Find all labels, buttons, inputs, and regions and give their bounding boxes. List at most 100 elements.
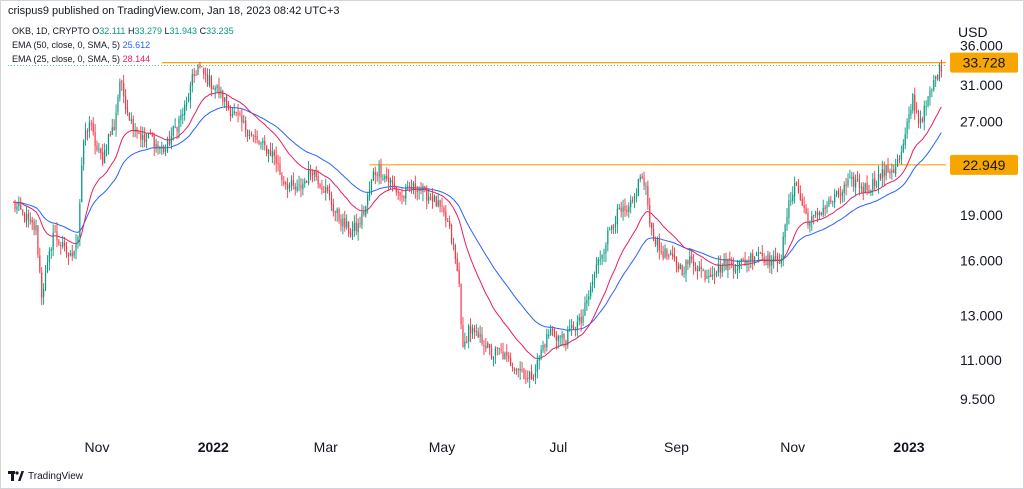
candle-body (22, 209, 24, 213)
candle (452, 237, 455, 251)
candle-body (229, 107, 232, 116)
candle-body (180, 114, 182, 120)
candle-body (738, 261, 740, 269)
candle-body (136, 128, 138, 133)
candle-body (712, 274, 714, 277)
candle-body (889, 171, 891, 174)
candle-body (693, 261, 695, 267)
candle (555, 331, 557, 350)
candle-body (328, 189, 331, 196)
candle (519, 361, 521, 380)
price-tag-1[interactable]: 33.728 (950, 52, 1018, 73)
candle (935, 75, 937, 87)
candle-body (187, 99, 190, 102)
candle (357, 218, 359, 241)
candle (647, 180, 649, 210)
candle (612, 224, 615, 235)
candle-body (733, 266, 735, 272)
candle-body (929, 90, 931, 98)
candle-body (243, 120, 245, 122)
candle-body (241, 115, 243, 123)
candle (372, 167, 374, 182)
candle-body (195, 74, 197, 76)
candle (431, 188, 434, 209)
candle (395, 185, 397, 196)
candle (330, 191, 333, 211)
candle (237, 104, 239, 123)
candle-body (649, 205, 651, 224)
candle (348, 221, 350, 238)
candle-body (447, 220, 449, 222)
candle (530, 364, 533, 380)
time-tick-label: Mar (314, 439, 338, 455)
candle (550, 324, 552, 336)
candle-body (132, 118, 134, 131)
legend-symbol[interactable]: OKB, 1D, CRYPTO (12, 26, 90, 36)
candle-body (178, 118, 180, 133)
candle-body (569, 328, 571, 331)
candle-body (306, 181, 308, 183)
candle-body (740, 258, 742, 262)
candle-body (673, 255, 676, 259)
candle (469, 318, 472, 343)
candle (668, 253, 670, 260)
candle (675, 256, 678, 273)
candle (273, 149, 275, 166)
candle (597, 257, 599, 274)
candle-body (935, 76, 937, 79)
candle (149, 128, 151, 135)
candle-body (883, 169, 885, 177)
candle-body (300, 185, 302, 189)
candle (231, 107, 233, 118)
candle (50, 247, 52, 259)
candle (822, 199, 824, 218)
candle-body (885, 165, 887, 176)
legend-ema25-row[interactable]: EMA (25, close, 0, SMA, 5) 28.144 (12, 52, 234, 66)
candle (754, 256, 756, 266)
price-tag-2[interactable]: 22.949 (950, 154, 1018, 175)
candle (269, 142, 272, 157)
candle-body (63, 242, 66, 246)
candle-body (590, 286, 592, 297)
candle-body (925, 106, 927, 108)
candle-body (834, 194, 836, 203)
candle (651, 222, 653, 236)
candle (773, 250, 775, 269)
candle (155, 138, 157, 153)
candle-body (729, 258, 731, 261)
candle-body (492, 356, 495, 360)
candle (109, 131, 111, 137)
candle-body (88, 122, 90, 132)
candle (818, 210, 821, 221)
candle-body (916, 111, 918, 113)
candle-body (902, 143, 904, 153)
candle (483, 339, 485, 355)
legend-ema50-row[interactable]: EMA (50, close, 0, SMA, 5) 25.612 (12, 38, 234, 52)
candle (719, 255, 721, 279)
candle (178, 115, 180, 139)
candle-body (912, 94, 914, 111)
time-tick-label: May (429, 439, 455, 455)
candle-body (452, 242, 455, 244)
candle (896, 154, 899, 168)
candle (222, 89, 224, 106)
candle-body (477, 331, 479, 338)
candle-body (50, 249, 52, 251)
candle (29, 212, 31, 225)
candle (780, 254, 782, 268)
candle (367, 191, 369, 214)
candle (214, 85, 216, 99)
candle-body (828, 199, 830, 206)
candle-body (403, 196, 405, 198)
tradingview-logo[interactable]: TradingView (8, 469, 83, 483)
candle (44, 264, 47, 291)
candle-body (426, 188, 428, 201)
candle (569, 319, 571, 332)
legend-low-label: L (164, 26, 170, 36)
candle-body (799, 193, 801, 200)
candle-body (914, 95, 916, 111)
candle-body (456, 258, 458, 271)
candle (649, 197, 651, 228)
candle-body (115, 112, 117, 130)
